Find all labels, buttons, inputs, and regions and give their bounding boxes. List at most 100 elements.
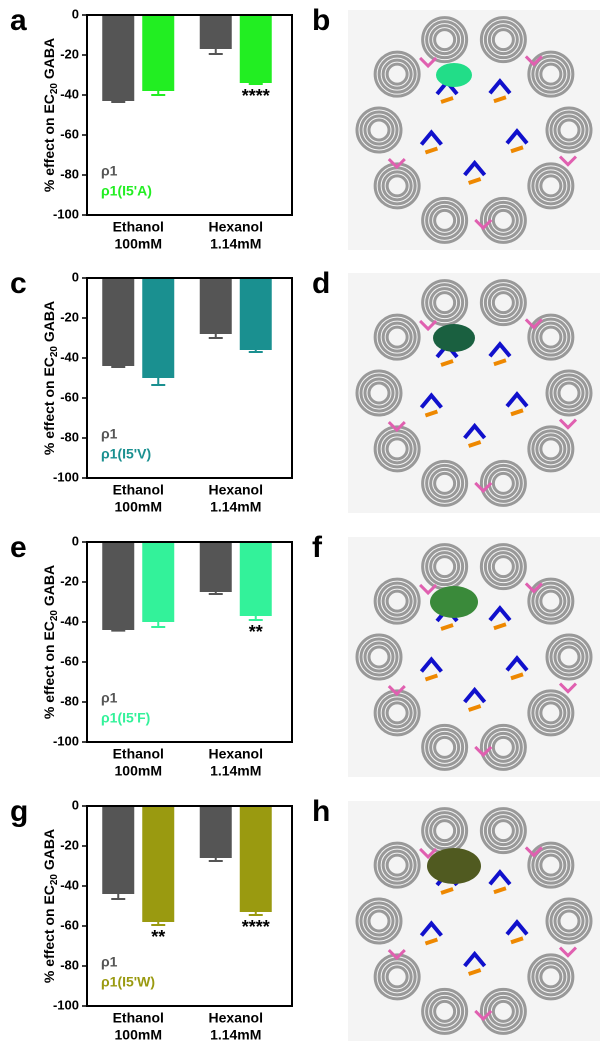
residue <box>493 886 507 895</box>
error-bar <box>248 83 263 85</box>
helix <box>363 114 395 146</box>
helix <box>483 547 523 587</box>
helix <box>479 807 527 855</box>
helix <box>491 28 515 52</box>
helix <box>359 637 399 677</box>
helix <box>429 551 461 583</box>
significance: **** <box>242 917 270 937</box>
y-axis-label: % effect on EC20 GABA <box>41 829 60 983</box>
helix <box>531 845 571 885</box>
helix <box>355 106 403 154</box>
error-bar <box>151 91 166 96</box>
helix <box>373 953 421 1001</box>
helix <box>527 425 575 473</box>
helix <box>433 555 457 579</box>
y-tick-label: -80 <box>60 957 79 972</box>
residue <box>387 684 406 697</box>
helix <box>429 731 461 763</box>
helix <box>487 815 519 847</box>
helix <box>483 283 523 323</box>
residue <box>419 920 443 937</box>
y-tick-label: -40 <box>60 349 79 364</box>
y-tick-label: -80 <box>60 693 79 708</box>
image-bg <box>348 537 600 777</box>
panel-label: h <box>312 795 330 828</box>
helix <box>381 585 413 617</box>
y-label-subscript: 20 <box>49 874 60 886</box>
bar <box>142 278 175 378</box>
helix <box>373 162 421 210</box>
helix <box>355 633 403 681</box>
plot-frame <box>86 14 293 216</box>
ligand <box>433 324 475 352</box>
y-label-text: % effect on EC <box>41 621 57 719</box>
bar <box>199 806 232 858</box>
residue <box>419 583 438 596</box>
helix <box>549 373 589 413</box>
residue <box>468 704 482 712</box>
residue <box>474 218 493 231</box>
x-tick-label: 100mM <box>115 763 162 779</box>
legend-entry: ρ1(I5'F) <box>101 710 150 726</box>
helix <box>527 50 575 98</box>
helix <box>425 991 465 1031</box>
legend-entry: ρ1(I5'V) <box>101 446 151 462</box>
error-bar <box>151 378 166 386</box>
helix <box>491 819 515 843</box>
bar <box>142 542 175 622</box>
helix <box>373 689 421 737</box>
helix <box>373 425 421 473</box>
bar <box>142 806 175 922</box>
residue <box>419 319 438 332</box>
helix <box>549 637 589 677</box>
y-axis-label: % effect on EC20 GABA <box>41 38 60 192</box>
helix <box>539 174 563 198</box>
helix <box>491 555 515 579</box>
residue <box>558 946 578 958</box>
error-bar <box>248 616 263 621</box>
helix <box>483 727 523 767</box>
helix <box>531 957 571 997</box>
helix <box>433 291 457 315</box>
helix <box>373 313 421 361</box>
y-label-suffix: GABA <box>41 301 57 346</box>
helix <box>425 811 465 851</box>
helix <box>483 991 523 1031</box>
helix <box>527 841 575 889</box>
helix <box>479 16 527 64</box>
helix <box>539 62 563 86</box>
y-label-text: % effect on EC <box>41 885 57 983</box>
helix <box>491 999 515 1023</box>
helix <box>433 208 457 232</box>
helix <box>479 543 527 591</box>
helix <box>479 279 527 327</box>
helix <box>363 641 395 673</box>
helix <box>429 995 461 1027</box>
residue <box>488 605 512 622</box>
y-tick-label: -20 <box>60 309 79 324</box>
helix <box>553 114 585 146</box>
x-tick-label: 1.14mM <box>210 1027 261 1043</box>
panel-label: b <box>312 4 330 37</box>
x-tick-label: Hexanol <box>209 746 263 762</box>
x-tick-label: Hexanol <box>209 1010 263 1026</box>
image-bg <box>348 10 600 250</box>
helix <box>539 325 563 349</box>
helix <box>535 961 567 993</box>
y-tick-label: 0 <box>72 797 79 812</box>
residue <box>463 422 487 440</box>
panel-label: a <box>10 4 27 37</box>
helix <box>545 633 593 681</box>
residue <box>440 359 454 367</box>
y-tick-label: -20 <box>60 837 79 852</box>
helix <box>535 433 567 465</box>
helix <box>377 54 417 94</box>
residue <box>468 440 482 448</box>
helix <box>421 459 469 507</box>
legend-entry: ρ1 <box>101 426 118 442</box>
helix <box>483 200 523 240</box>
helix <box>557 645 581 669</box>
helix <box>429 24 461 56</box>
y-tick-label: -80 <box>60 166 79 181</box>
error-bar <box>151 622 166 628</box>
